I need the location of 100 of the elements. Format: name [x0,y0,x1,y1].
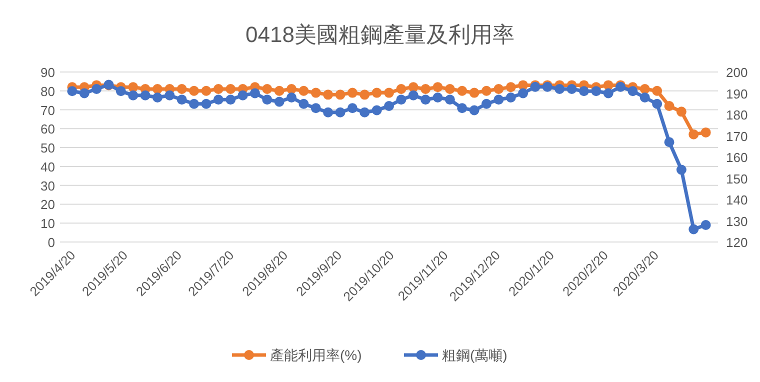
point [457,103,468,114]
y-tick-label: 80 [40,84,55,99]
y-tick-label: 90 [40,65,55,80]
point [262,84,272,94]
point [408,82,418,92]
point [664,137,674,148]
point [360,107,370,118]
point [652,86,662,96]
point [128,90,138,100]
point [347,103,358,114]
point [164,90,175,100]
point [676,106,686,117]
point [323,90,334,100]
point [444,94,455,105]
point [408,90,418,100]
point [201,98,212,109]
point [700,220,711,230]
point [152,84,162,94]
y2-tick-label: 130 [726,214,748,229]
point [238,90,248,100]
point [116,86,126,96]
point [578,86,589,96]
point [226,94,236,105]
y2-tick-label: 200 [726,65,748,80]
point [603,88,614,98]
point [152,92,162,102]
point [335,90,346,100]
point [201,86,212,96]
point [226,84,236,94]
point [518,88,528,98]
point [396,94,406,105]
y-tick-label: 0 [48,235,55,250]
point [310,103,321,114]
point [140,90,150,100]
point [384,101,394,111]
point [92,84,102,94]
point [298,98,309,109]
point [396,84,406,94]
point [494,94,504,105]
y2-tick-label: 160 [726,150,748,165]
point [384,88,394,98]
point [688,224,699,234]
point [481,98,492,109]
point [213,94,224,105]
point [688,129,699,140]
point [262,94,272,105]
point [347,88,358,98]
point [506,82,516,92]
point [566,84,577,94]
y2-tick-label: 190 [726,86,748,102]
point [457,86,468,96]
y2-tick-label: 150 [726,171,748,186]
y2-tick-label: 140 [726,192,748,208]
y-tick-label: 50 [40,140,55,156]
y2-tick-label: 170 [726,128,748,144]
y2-tick-label: 180 [726,108,748,122]
point [286,92,297,102]
point [323,107,334,118]
point [420,84,431,94]
point [360,90,370,100]
point [176,94,187,105]
point [189,86,200,96]
point [176,84,187,94]
point [591,86,602,96]
point [67,86,78,96]
point [298,86,309,96]
legend-label: 產能利用率(%) [270,347,362,363]
point [469,88,480,98]
point [676,164,686,175]
point [628,86,638,96]
point [372,105,382,116]
point [664,101,674,111]
y-tick-label: 30 [40,178,55,194]
point [310,88,321,98]
point [506,92,516,102]
point [481,86,492,96]
point [335,107,346,118]
point [640,92,650,102]
point [420,94,431,105]
y-tick-label: 10 [40,216,55,232]
point [469,105,480,116]
point [652,98,662,109]
chart-title: 0418美國粗鋼產量及利用率 [246,22,514,47]
point [79,88,90,98]
point [640,84,650,94]
point [372,88,382,98]
legend-label: 粗鋼(萬噸) [442,347,508,363]
point [494,84,504,94]
point [432,92,443,102]
point [286,84,297,94]
y-tick-label: 60 [40,122,55,137]
y-tick-label: 40 [40,159,55,174]
y-tick-label: 70 [40,102,55,118]
point [444,84,455,94]
point [274,96,284,107]
point [189,98,200,109]
y-tick-label: 20 [40,197,55,212]
point [432,82,443,92]
point [700,127,711,138]
y2-tick-label: 120 [726,235,748,250]
